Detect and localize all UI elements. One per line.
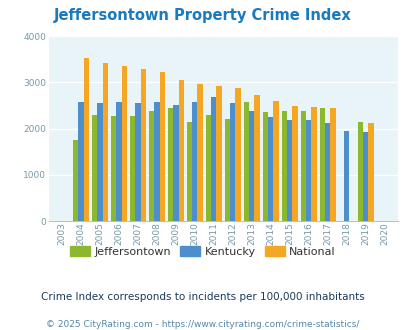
Bar xyxy=(78,102,83,221)
Bar xyxy=(267,117,273,221)
Bar xyxy=(273,101,278,221)
Bar xyxy=(197,84,202,221)
Bar xyxy=(357,122,362,221)
Bar xyxy=(111,116,116,221)
Bar xyxy=(116,102,121,221)
Bar xyxy=(224,119,230,221)
Bar xyxy=(243,102,249,221)
Bar xyxy=(130,116,135,221)
Bar xyxy=(362,132,367,221)
Bar xyxy=(311,108,316,221)
Bar xyxy=(140,69,145,221)
Bar xyxy=(292,106,297,221)
Bar xyxy=(186,122,192,221)
Bar xyxy=(319,108,324,221)
Bar xyxy=(168,108,173,221)
Bar xyxy=(216,86,221,221)
Bar xyxy=(262,112,267,221)
Bar xyxy=(281,111,286,221)
Bar xyxy=(205,115,211,221)
Bar xyxy=(154,102,159,221)
Bar xyxy=(254,94,259,221)
Bar xyxy=(300,111,305,221)
Bar xyxy=(330,108,335,221)
Bar xyxy=(178,80,183,221)
Bar xyxy=(83,58,89,221)
Bar xyxy=(211,97,216,221)
Bar xyxy=(121,66,127,221)
Bar xyxy=(192,102,197,221)
Legend: Jeffersontown, Kentucky, National: Jeffersontown, Kentucky, National xyxy=(66,242,339,261)
Bar xyxy=(305,120,311,221)
Text: Crime Index corresponds to incidents per 100,000 inhabitants: Crime Index corresponds to incidents per… xyxy=(41,292,364,302)
Bar xyxy=(97,103,102,221)
Bar xyxy=(149,111,154,221)
Bar xyxy=(249,111,254,221)
Bar xyxy=(286,120,292,221)
Bar xyxy=(135,103,140,221)
Bar xyxy=(235,88,240,221)
Bar xyxy=(367,123,373,221)
Text: Jeffersontown Property Crime Index: Jeffersontown Property Crime Index xyxy=(54,8,351,23)
Bar xyxy=(92,115,97,221)
Bar xyxy=(343,131,348,221)
Bar xyxy=(173,105,178,221)
Text: © 2025 CityRating.com - https://www.cityrating.com/crime-statistics/: © 2025 CityRating.com - https://www.city… xyxy=(46,320,359,329)
Bar xyxy=(102,63,108,221)
Bar xyxy=(324,123,330,221)
Bar xyxy=(230,103,235,221)
Bar xyxy=(159,72,164,221)
Bar xyxy=(73,140,78,221)
